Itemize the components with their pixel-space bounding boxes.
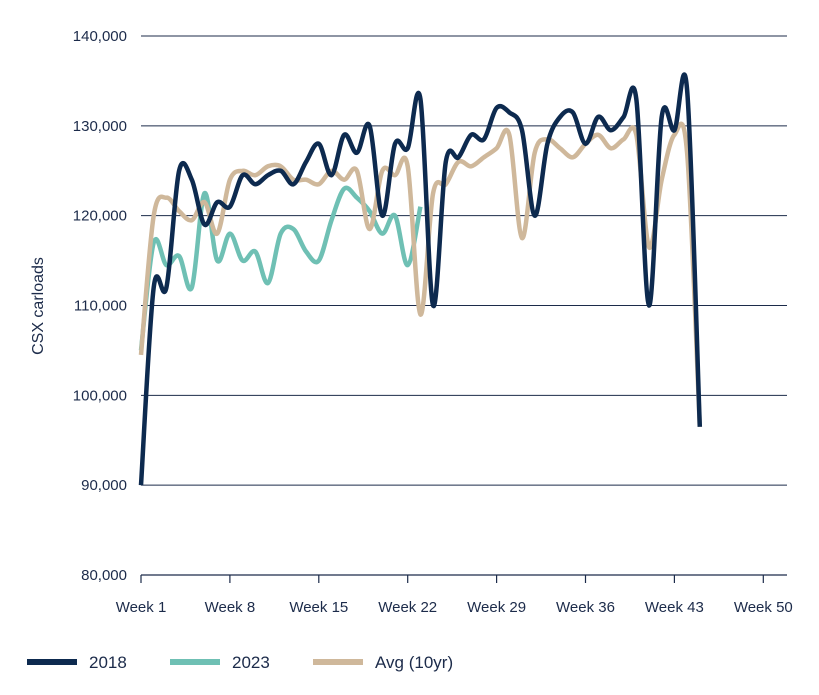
x-axis: Week 1 Week 8 Week 15 Week 22 Week 29 Week 36…	[116, 574, 793, 616]
series-line-avg-10yr	[138, 121, 703, 427]
series-lines	[138, 72, 703, 486]
x-tick-label: Week 8	[205, 599, 256, 616]
y-tick-label: 120,000	[73, 208, 127, 225]
series-line-2018	[138, 72, 703, 486]
x-tick-label: Week 36	[556, 599, 615, 616]
legend-label: 2018	[89, 653, 127, 672]
x-tick-label: Week 43	[645, 599, 704, 616]
x-tick-label: Week 22	[378, 599, 437, 616]
series-line-2023	[138, 185, 423, 351]
x-tick-label: Week 29	[467, 599, 526, 616]
y-axis-title: CSX carloads	[30, 257, 47, 355]
legend: 2018 2023 Avg (10yr)	[27, 653, 453, 672]
legend-label: 2023	[232, 653, 270, 672]
y-tick-label: 140,000	[73, 28, 127, 45]
y-tick-label: 100,000	[73, 387, 127, 404]
y-axis-tick-labels: 80,000 90,000 100,000 110,000 120,000 130,000…	[73, 28, 127, 584]
x-tick-label: Week 50	[734, 599, 793, 616]
y-tick-label: 130,000	[73, 118, 127, 135]
y-tick-label: 80,000	[81, 567, 127, 584]
gridlines	[141, 35, 787, 486]
x-tick-label: Week 1	[116, 599, 167, 616]
x-tick-label: Week 15	[289, 599, 348, 616]
y-tick-label: 110,000	[74, 298, 127, 315]
y-tick-label: 90,000	[81, 477, 127, 494]
legend-label: Avg (10yr)	[375, 653, 453, 672]
